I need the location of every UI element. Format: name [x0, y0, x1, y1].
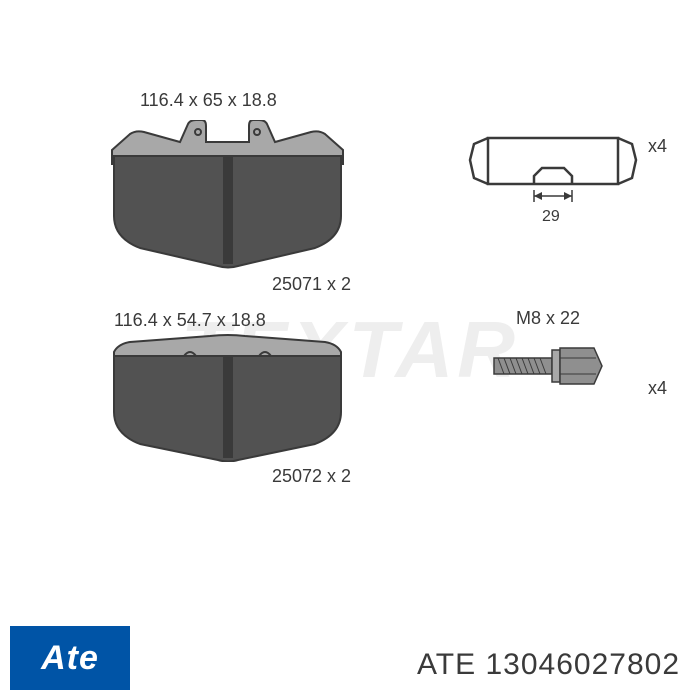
brake-pad-bottom	[110, 334, 345, 462]
bolt-spec: M8 x 22	[516, 308, 580, 329]
footer-text: ATE 13046027802	[417, 648, 680, 682]
brand-logo: Ate	[10, 626, 130, 690]
clip-dim: 29	[542, 208, 560, 226]
pad-top-dims: 116.4 x 65 x 18.8	[140, 90, 277, 111]
brake-pad-top	[110, 120, 345, 270]
pad-bottom-partnum: 25072 x 2	[272, 466, 351, 487]
footer-partnum: 13046027802	[485, 648, 680, 681]
clip-hardware	[468, 128, 638, 218]
diagram-canvas: TEXTAR 116.4 x 65 x 18.8 25071 x 2 116.4…	[0, 0, 700, 700]
brand-logo-text: Ate	[41, 639, 99, 678]
pad-top-partnum: 25071 x 2	[272, 274, 351, 295]
bolt-qty: x4	[648, 378, 667, 399]
pad-bottom-dims: 116.4 x 54.7 x 18.8	[114, 310, 266, 331]
clip-qty: x4	[648, 136, 667, 157]
footer-brand: ATE	[417, 648, 476, 681]
bolt-hardware	[490, 336, 610, 396]
